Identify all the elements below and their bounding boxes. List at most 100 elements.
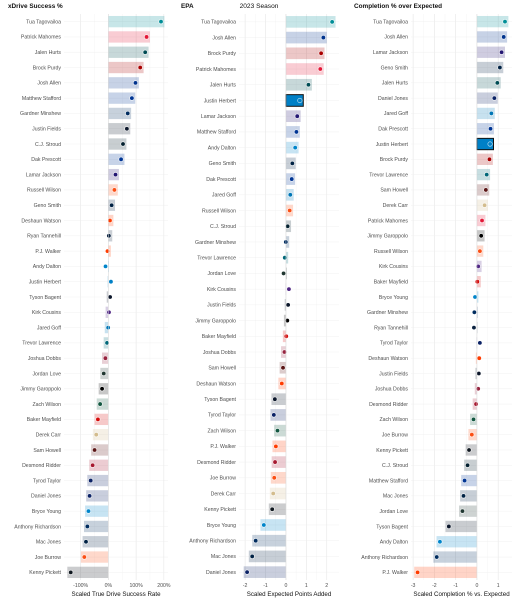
team-logo-mark — [86, 509, 91, 514]
team-logo-mark — [293, 145, 298, 150]
team-logo-mark — [101, 371, 106, 376]
bar-kenny-pickett — [268, 503, 286, 516]
team-logo-mark — [471, 417, 476, 422]
team-logo-mark — [489, 111, 494, 116]
saints-logo-icon — [481, 202, 488, 208]
team-logo-mark — [469, 432, 474, 437]
y-tick-label: Matthew Stafford — [22, 96, 61, 102]
y-tick-label: Dak Prescott — [378, 127, 408, 133]
bar-jared-goff — [476, 107, 495, 120]
bar-kenny-pickett — [67, 566, 109, 579]
team-logo-mark — [282, 350, 287, 354]
bills-logo-icon — [501, 34, 507, 40]
y-tick-label: Justin Herbert — [376, 142, 409, 148]
team-logo-mark — [288, 192, 293, 197]
team-logo-mark — [138, 65, 143, 70]
team-logo-mark — [261, 523, 266, 527]
bar-bryce-young — [85, 505, 109, 517]
x-tick-label: 1 — [497, 583, 500, 589]
seahawks-logo-icon — [497, 64, 503, 71]
x-axis-label: Scaled Expected Points Added — [247, 591, 332, 598]
steelers-logo-icon — [466, 447, 472, 453]
team-logo-mark — [462, 478, 467, 483]
giants-logo-icon — [477, 340, 483, 346]
team-logo-mark — [285, 318, 290, 323]
team-logo-mark — [295, 114, 300, 119]
bar-dak-prescott — [108, 153, 125, 165]
saints-logo-icon — [93, 432, 99, 438]
panel-title: Completion % over Expected — [354, 3, 442, 10]
team-logo-mark — [85, 524, 90, 529]
bar-c-j-stroud — [464, 459, 477, 471]
broncos-logo-icon — [111, 187, 118, 193]
patriots-logo-icon — [249, 553, 255, 560]
y-tick-label: Jared Goff — [37, 325, 62, 331]
dolphins-logo-icon — [329, 19, 335, 25]
y-tick-label: Desmond Ridder — [197, 460, 236, 466]
cardinals-logo-icon — [281, 349, 288, 355]
dolphins-logo-icon — [502, 19, 508, 25]
panthers-logo-icon — [85, 508, 92, 514]
team-logo-mark — [480, 218, 484, 223]
eagles-logo-icon — [305, 82, 312, 88]
y-tick-label: Jordan Love — [207, 271, 236, 277]
team-logo-mark — [415, 570, 420, 575]
rams-logo-icon — [461, 477, 468, 484]
panel-completion-over-expected: Completion % over Expected -3 -2 -1 0 1 Tua Ta… — [354, 3, 512, 598]
team-logo-mark — [434, 555, 439, 559]
bar-jalen-hurts — [476, 77, 501, 89]
team-logo-mark — [103, 356, 108, 361]
y-tick-label: Ryan Tannehill — [27, 234, 61, 240]
x-tick-label: 0 — [475, 583, 478, 589]
y-tick-label: Brock Purdy — [33, 65, 62, 71]
y-tick-label: Mac Jones — [36, 540, 61, 546]
y-tick-label: Derek Carr — [383, 203, 409, 209]
y-tick-label: Zach Wilson — [379, 417, 408, 423]
y-tick-label: P.J. Walker — [382, 570, 408, 576]
49ers-logo-icon — [318, 50, 324, 56]
y-tick-label: Justin Fields — [379, 371, 408, 377]
team-logo-mark — [465, 463, 470, 468]
team-logo-mark — [472, 325, 476, 330]
chargers-logo-icon — [108, 279, 114, 285]
bar-justin-fields — [108, 123, 131, 135]
x-tick-label: 2 — [325, 583, 328, 589]
y-tick-label: Joshua Dobbs — [28, 356, 62, 362]
team-logo-mark — [133, 80, 138, 85]
bar-deshaun-watson — [475, 352, 477, 364]
patriots-logo-icon — [83, 539, 89, 545]
browns-logo-icon — [414, 569, 421, 575]
team-logo-mark — [82, 555, 87, 559]
y-tick-label: Bryce Young — [32, 509, 61, 515]
team-logo-mark — [476, 371, 481, 376]
y-tick-label: Jalen Hurts — [210, 83, 237, 89]
y-tick-label: Tyrod Taylor — [208, 413, 236, 419]
bar-joe-burrow — [80, 551, 109, 563]
team-logo-mark — [286, 302, 291, 307]
bar-desmond-ridder — [89, 459, 109, 471]
bar-justin-herbert — [107, 276, 109, 288]
bar-mac-jones — [460, 490, 477, 502]
bar-daniel-jones — [476, 92, 498, 104]
team-logo-mark — [460, 509, 465, 514]
y-tick-label: Sam Howell — [380, 188, 408, 194]
team-logo-mark — [484, 172, 489, 177]
team-logo-mark — [129, 96, 134, 101]
y-tick-label: Gardner Minshew — [20, 111, 61, 117]
team-logo-mark — [125, 111, 130, 116]
y-tick-label: Zach Wilson — [32, 402, 61, 408]
raiders-logo-icon — [284, 317, 290, 324]
browns-logo-icon — [273, 443, 279, 449]
team-logo-mark — [501, 35, 506, 39]
bar-dak-prescott — [476, 123, 494, 135]
x-axis-label: Scaled True Drive Success Rate — [71, 591, 161, 598]
bar-josh-allen — [108, 77, 139, 89]
bar-tyson-bagent — [445, 520, 477, 533]
team-logo-mark — [492, 96, 497, 101]
falcons-logo-icon — [272, 459, 278, 465]
packers-logo-icon — [280, 270, 287, 277]
bar-daniel-jones — [86, 490, 109, 502]
cardinals-logo-icon — [475, 386, 481, 392]
y-tick-label: Justin Fields — [207, 303, 236, 309]
